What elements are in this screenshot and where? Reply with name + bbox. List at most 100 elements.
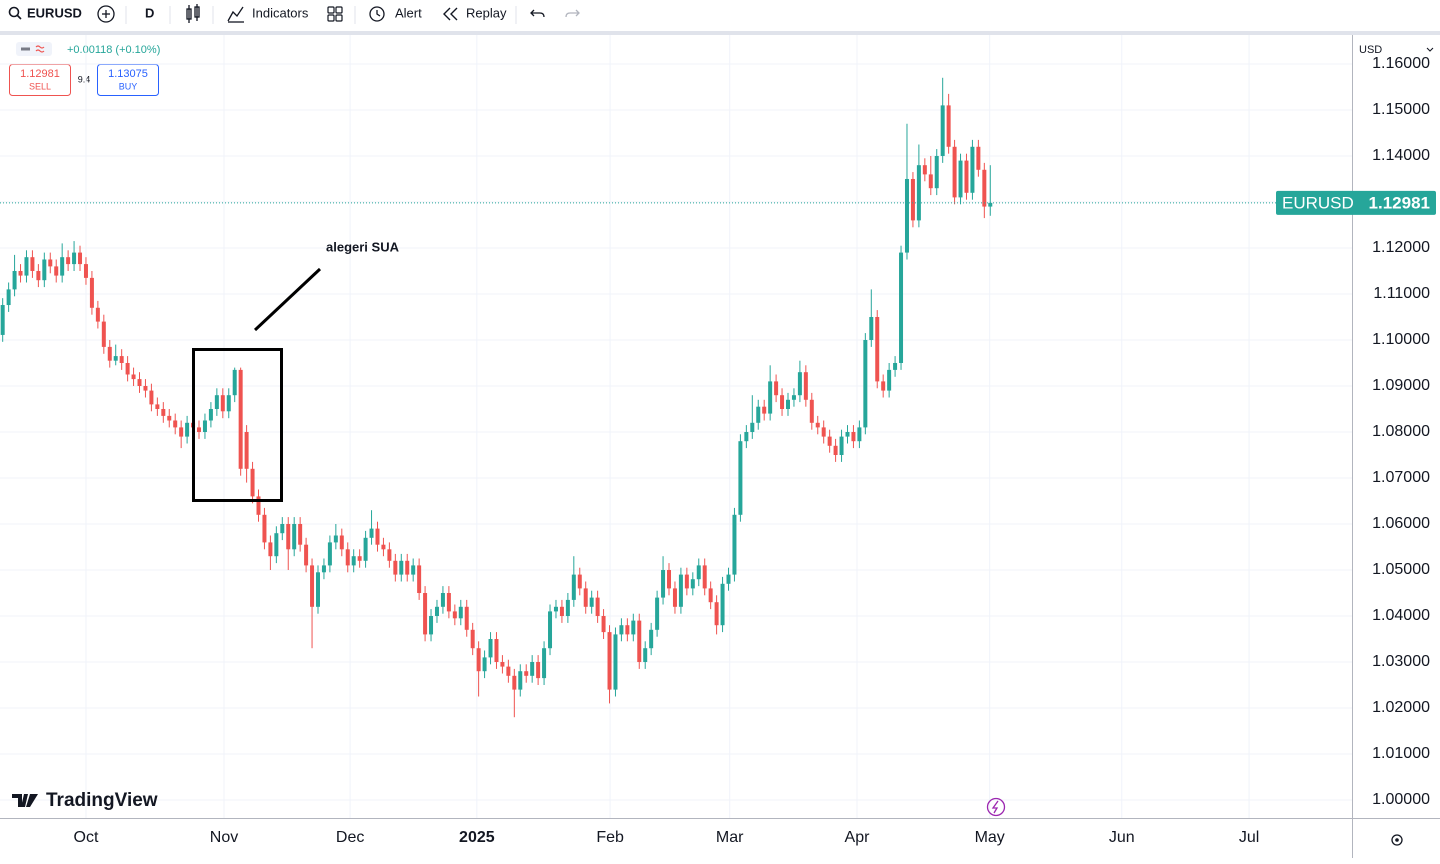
brand-icon [12,794,38,807]
candle [738,434,743,522]
candle-body [256,496,261,515]
candle-body [173,420,178,428]
candle [66,250,71,271]
candle [256,489,261,522]
settings-icon[interactable] [1391,834,1403,846]
candle-body [226,395,231,412]
candle [310,558,315,649]
candle [720,576,725,633]
candle-body [274,533,279,557]
candle-body [768,381,773,414]
candle-body [875,316,880,382]
candle [107,339,112,368]
candle [809,392,814,430]
candle-body [434,606,439,617]
candle [875,310,880,389]
candle [327,535,332,573]
currency[interactable]: USD [1359,44,1382,56]
candle [417,558,422,600]
candle [613,627,618,697]
annotation-box [192,348,283,502]
candle-body [649,629,654,649]
candle [197,420,202,439]
alert-label[interactable]: Alert [395,5,422,20]
alert-button[interactable]: Alert [369,5,422,22]
candle [684,567,689,596]
y-tick-label: 1.08000 [1372,423,1430,440]
sell-label[interactable]: SELL [29,81,51,91]
sell-price[interactable]: 1.12981 [20,68,60,80]
candle [785,392,790,416]
y-tick-label: 1.01000 [1372,745,1430,762]
candle [512,668,517,718]
symbol[interactable]: EURUSD [27,5,82,20]
indicators-button[interactable]: Indicators [227,5,309,23]
buy-price[interactable]: 1.13075 [108,68,148,80]
undo-button[interactable] [530,9,545,18]
candle [399,553,404,582]
indicators-label[interactable]: Indicators [252,5,309,20]
events-icon[interactable] [986,797,1006,817]
plot [0,77,1352,718]
candle [899,245,904,370]
y-tick-label: 1.09000 [1372,377,1430,394]
grid [0,35,1352,818]
candle-body [54,266,59,276]
events-icon-bolt [991,800,999,814]
legend-toggle[interactable] [16,42,52,56]
redo-button[interactable] [565,9,580,18]
replay-button[interactable]: Replay [443,5,507,21]
compare-button[interactable] [97,5,115,23]
y-tick-label: 1.06000 [1372,515,1430,532]
candle-body [964,160,969,193]
candle-body [667,570,672,589]
candle [643,641,648,669]
candle-body [238,369,243,469]
last-price-tag [1276,190,1436,215]
candle [863,333,868,435]
candle-body [339,535,344,550]
candle-body [250,468,255,497]
interval[interactable]: D [145,5,154,20]
replay-label[interactable]: Replay [466,5,507,20]
candle-body [310,565,315,607]
candle-body [827,436,832,446]
candle [405,553,410,582]
symbol-search[interactable]: EURUSD [8,5,82,20]
y-tick-label: 1.03000 [1372,653,1430,670]
candle [780,388,785,416]
x-tick-label: Dec [336,829,364,846]
candle [363,530,368,568]
candle-body [720,583,725,626]
candle-body [536,662,541,679]
buy-label[interactable]: BUY [119,81,138,91]
candle [583,581,588,614]
candle [321,558,326,580]
candle [726,567,731,591]
candle [482,650,487,679]
candle-body [327,542,332,566]
candle-body [887,369,892,391]
chart-style-button[interactable] [186,4,200,23]
candle-body [940,105,945,156]
candle-body [42,259,47,281]
candle-body [946,105,951,147]
candle [506,659,511,683]
candle [387,542,392,568]
candle [423,586,428,642]
layouts-button[interactable] [327,6,343,22]
candle [661,556,666,605]
candle [143,379,148,398]
candle-body [423,593,428,635]
candle [476,641,481,697]
sell-button[interactable] [9,64,71,96]
buy-button[interactable] [97,64,159,96]
candle-body [500,662,505,667]
candle [518,664,523,697]
candle-body [24,257,29,276]
candle-body [815,422,820,428]
currency-dropdown[interactable] [1426,47,1434,52]
candle [542,641,547,686]
candle-body [244,431,249,469]
